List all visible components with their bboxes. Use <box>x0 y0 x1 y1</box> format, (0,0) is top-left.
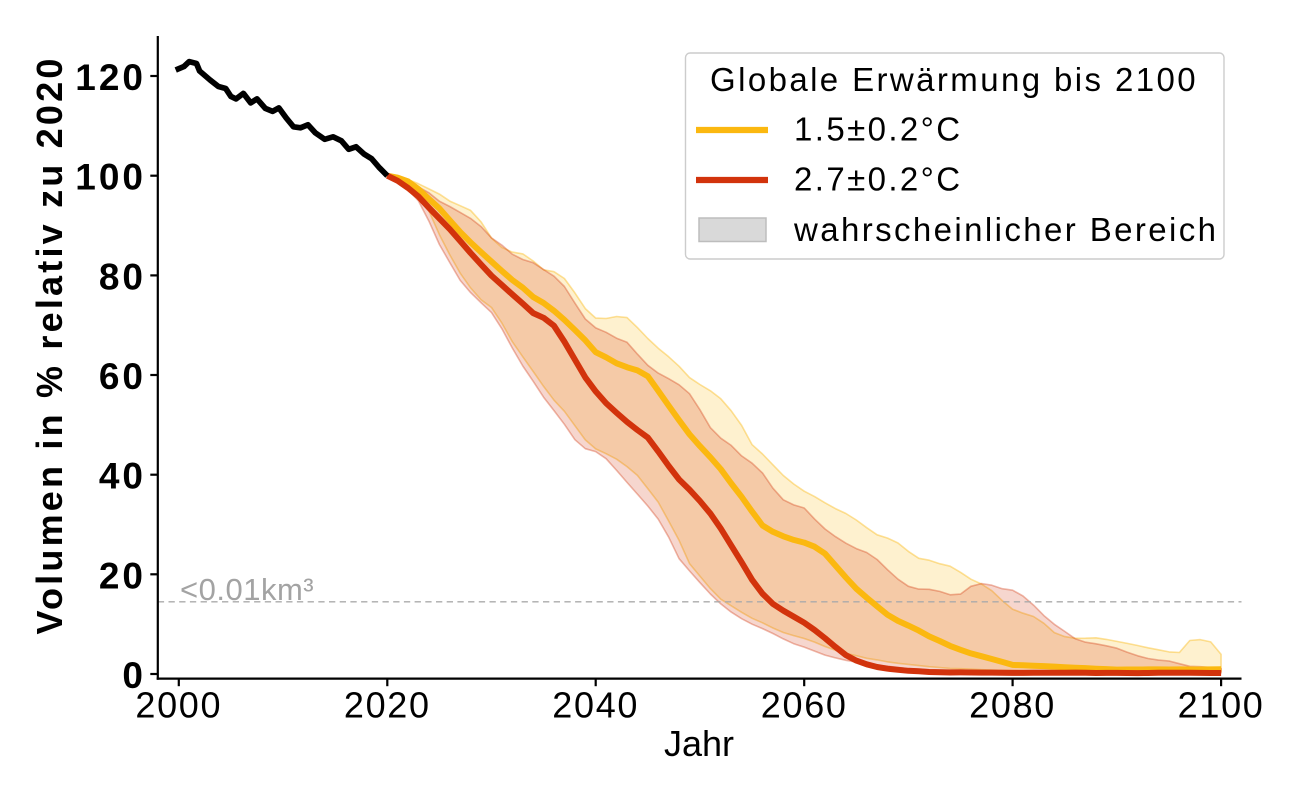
svg-text:2000: 2000 <box>135 685 222 726</box>
svg-text:20: 20 <box>99 555 146 596</box>
svg-text:80: 80 <box>99 256 146 297</box>
svg-text:Jahr: Jahr <box>664 723 734 764</box>
svg-text:2.7±0.2°C: 2.7±0.2°C <box>794 161 963 198</box>
svg-text:Globale Erwärmung bis 2100: Globale Erwärmung bis 2100 <box>710 61 1198 98</box>
svg-text:2080: 2080 <box>969 685 1056 726</box>
svg-text:2040: 2040 <box>552 685 639 726</box>
svg-text:2060: 2060 <box>761 685 848 726</box>
svg-text:40: 40 <box>99 456 146 497</box>
svg-text:<0.01km³: <0.01km³ <box>180 572 314 607</box>
svg-text:60: 60 <box>99 356 146 397</box>
svg-text:2020: 2020 <box>344 685 431 726</box>
svg-text:wahrscheinlicher Bereich: wahrscheinlicher Bereich <box>793 211 1218 248</box>
svg-text:0: 0 <box>122 655 146 696</box>
svg-text:100: 100 <box>75 157 146 198</box>
svg-text:2100: 2100 <box>1178 685 1265 726</box>
svg-text:120: 120 <box>75 57 146 98</box>
svg-text:1.5±0.2°C: 1.5±0.2°C <box>794 111 963 148</box>
svg-text:Volumen in % relativ zu 2020: Volumen in % relativ zu 2020 <box>29 55 70 634</box>
